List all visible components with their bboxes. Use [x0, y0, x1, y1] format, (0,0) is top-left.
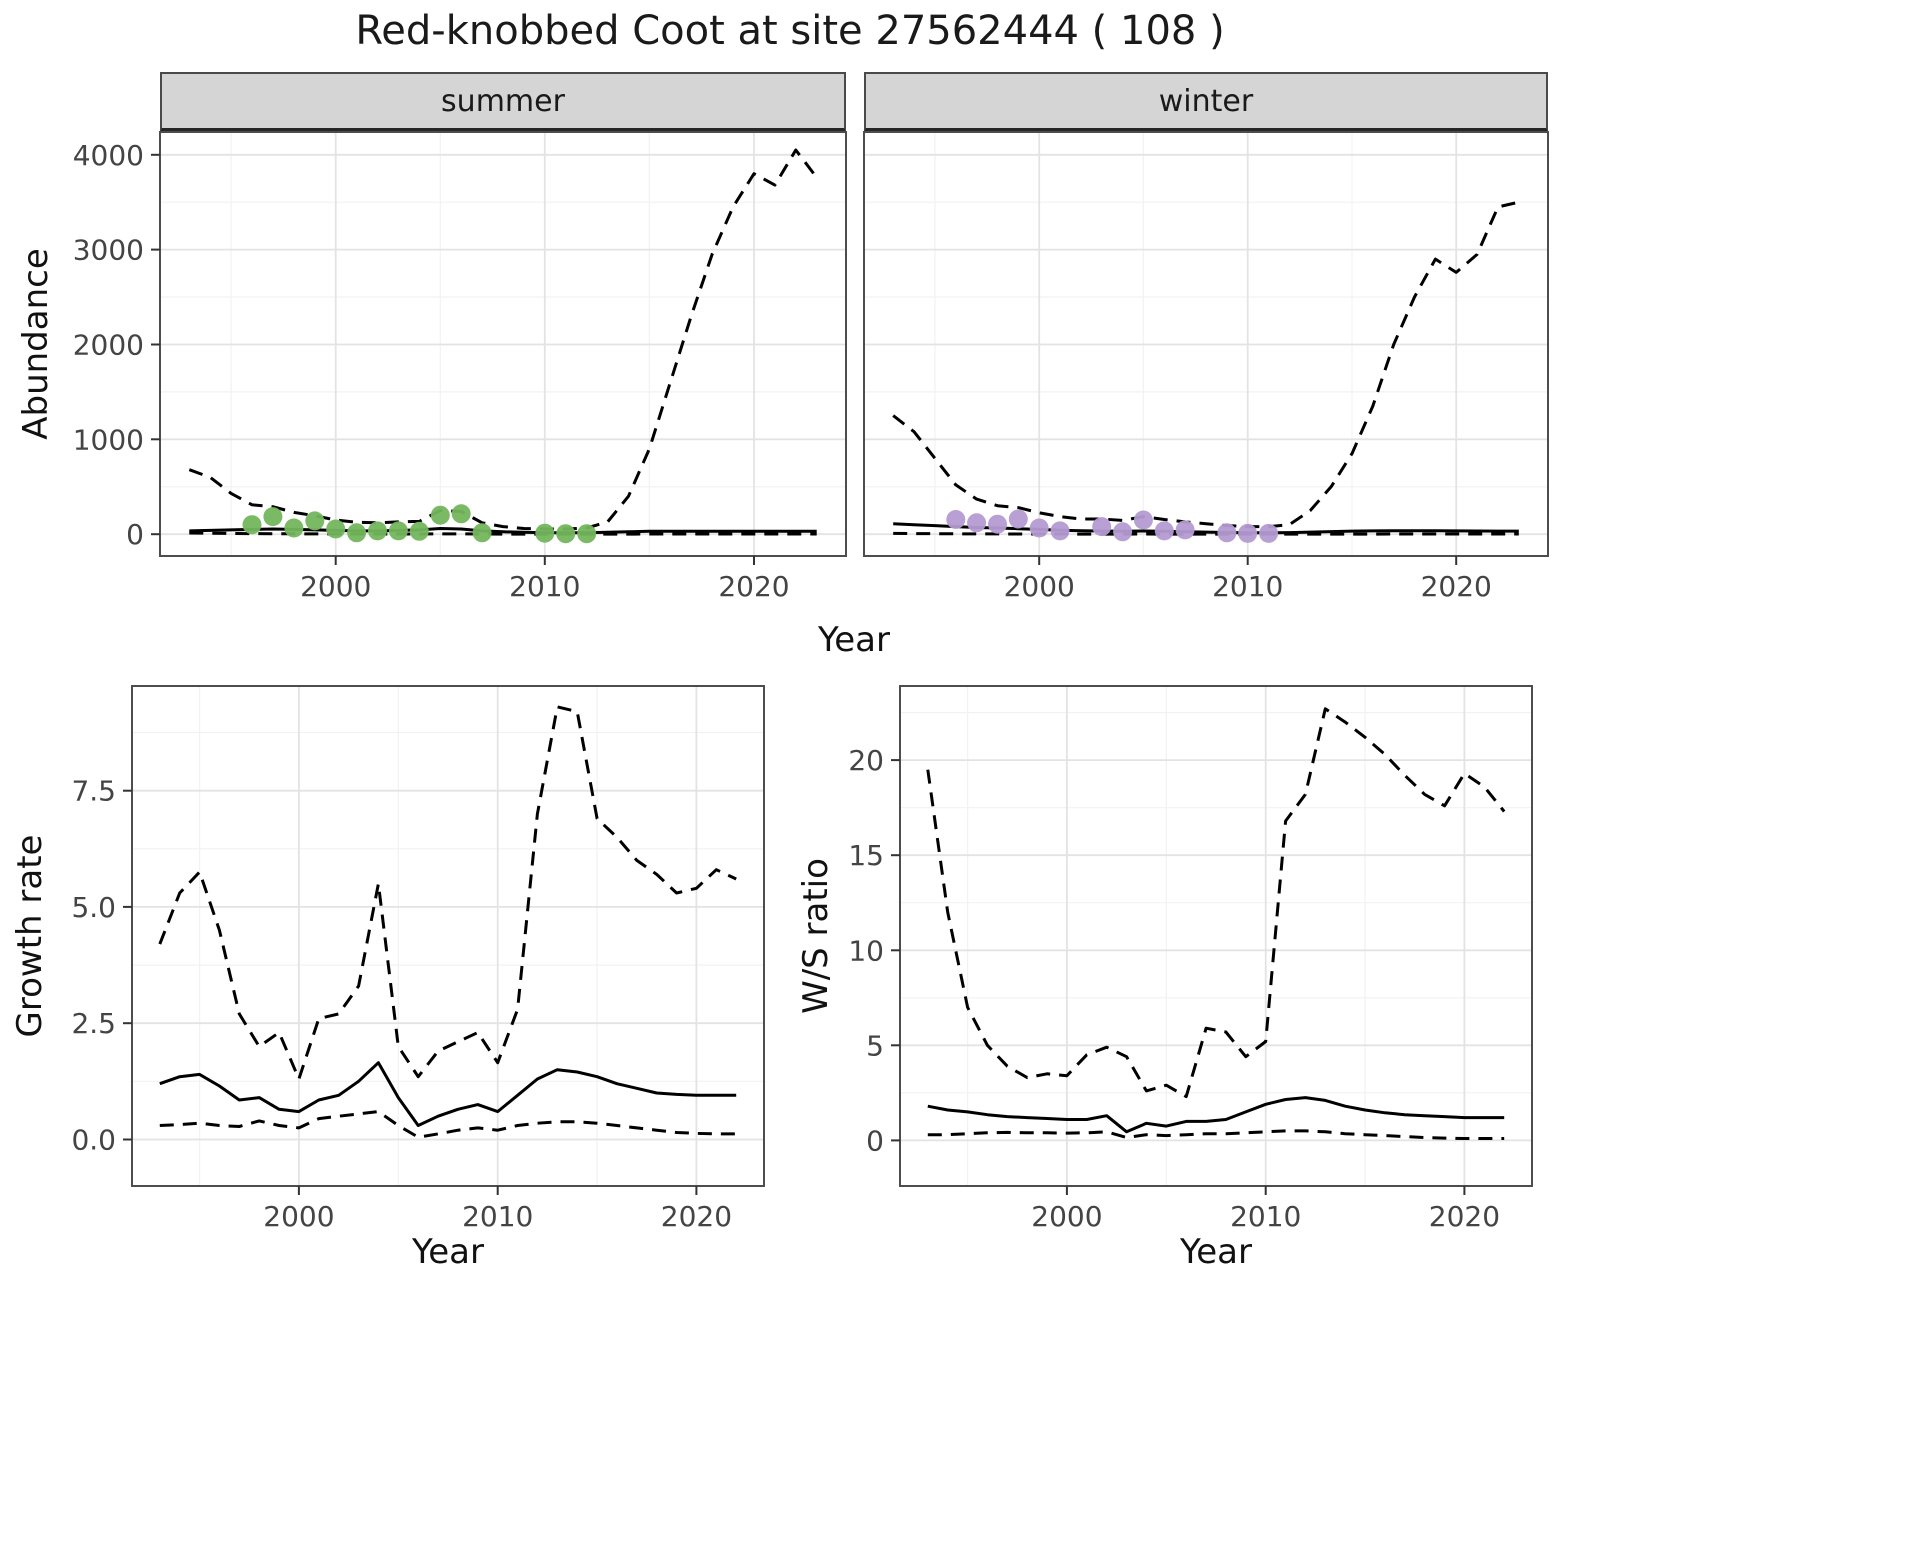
x-axis-title-year-ws: Year [1180, 1232, 1252, 1272]
svg-text:0: 0 [126, 518, 144, 551]
x-axis-title-year-top: Year [818, 620, 890, 660]
svg-text:0.0: 0.0 [71, 1124, 116, 1157]
svg-text:2.5: 2.5 [71, 1007, 116, 1040]
svg-text:2020: 2020 [1421, 570, 1492, 603]
svg-text:5.0: 5.0 [71, 891, 116, 924]
figure-title: Red-knobbed Coot at site 27562444 ( 108 … [355, 8, 1225, 54]
facet-strip-winter: winter [864, 72, 1548, 132]
svg-text:3000: 3000 [73, 234, 144, 267]
svg-text:0: 0 [866, 1124, 884, 1157]
x-axis-title-year-growth: Year [412, 1232, 484, 1272]
svg-text:2000: 2000 [263, 1200, 334, 1233]
svg-text:2010: 2010 [1212, 570, 1283, 603]
svg-text:2020: 2020 [718, 570, 789, 603]
svg-text:4000: 4000 [73, 139, 144, 172]
svg-text:2010: 2010 [509, 570, 580, 603]
svg-text:1000: 1000 [73, 423, 144, 456]
svg-text:2000: 2000 [73, 329, 144, 362]
svg-text:2010: 2010 [462, 1200, 533, 1233]
svg-text:2020: 2020 [1429, 1200, 1500, 1233]
svg-text:5: 5 [866, 1029, 884, 1062]
svg-text:2020: 2020 [661, 1200, 732, 1233]
svg-text:15: 15 [848, 839, 884, 872]
svg-text:2010: 2010 [1230, 1200, 1301, 1233]
facet-strip-winter-label: winter [1158, 83, 1254, 119]
facet-strip-summer: summer [160, 72, 846, 132]
svg-text:7.5: 7.5 [71, 775, 116, 808]
svg-text:2000: 2000 [1004, 570, 1075, 603]
svg-text:2000: 2000 [300, 570, 371, 603]
facet-strip-summer-label: summer [441, 83, 565, 119]
svg-text:10: 10 [848, 934, 884, 967]
svg-text:2000: 2000 [1031, 1200, 1102, 1233]
svg-text:20: 20 [848, 744, 884, 777]
